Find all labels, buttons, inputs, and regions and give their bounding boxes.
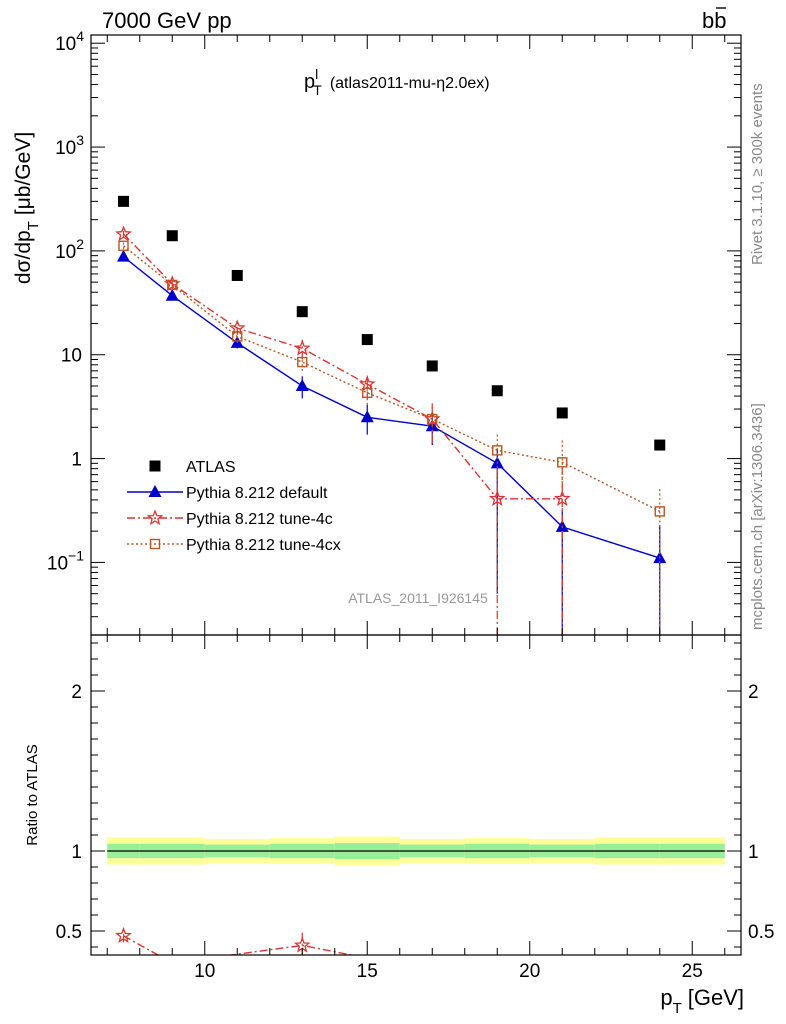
ratio-ytick-label: 2 [71, 682, 82, 703]
data-point [360, 410, 374, 423]
ratio-ytick-label: 0.5 [56, 922, 82, 943]
ratio-series-tune-4c [115, 927, 355, 955]
svg-text:bb: bb [702, 8, 727, 33]
ytick-label: 10 [61, 346, 82, 367]
data-point [557, 457, 568, 468]
mcplots-label: mcplots.cern.ch [arXiv:1306.3436] [749, 403, 766, 630]
legend-entry: ATLAS [149, 459, 236, 476]
ratio-axis-ticks [91, 635, 741, 955]
data-point [115, 225, 132, 242]
legend-entry: Pythia 8.212 tune-4c [127, 509, 333, 528]
legend-marker [149, 460, 161, 472]
data-point [115, 927, 132, 943]
legend-label: Pythia 8.212 tune-4cx [186, 537, 341, 554]
data-point [555, 519, 569, 532]
legend-marker [146, 509, 164, 526]
xtick-label: 20 [519, 961, 540, 982]
ratio-ylabel: Ratio to ATLAS [24, 744, 41, 845]
data-point [358, 375, 376, 392]
main-title: pl T (atlas2011-mu-η2.0ex) [304, 66, 490, 98]
ytick-label: 102 [55, 236, 84, 263]
ratio-ytick-label: 1 [71, 842, 82, 863]
series-pythia-8-212-tune-4cx [118, 240, 665, 635]
ratio-plot-frame [90, 634, 742, 956]
data-point [553, 489, 571, 506]
data-point [117, 249, 130, 262]
legend-marker [149, 538, 161, 550]
data-point [426, 360, 438, 372]
rivet-version-label: Rivet 3.1.10, ≥ 300k events [749, 83, 766, 265]
xlabel-subscript: T [673, 1000, 682, 1017]
ylabel-rest: [μb/GeV] [12, 132, 35, 215]
legend: ATLAS Pythia 8.212 default Pythia 8.212 tu… [127, 459, 341, 554]
ratio-plot: 0.5 0.51 12 2 10 15 20 25 Ratio to ATLAS pT [Ge… [24, 634, 774, 1017]
data-point [361, 334, 373, 346]
data-point [118, 240, 129, 251]
xtick-label: 10 [194, 961, 215, 982]
data-point [165, 288, 179, 301]
ratio-ytick-label-right: 2 [748, 682, 759, 703]
data-point [232, 331, 243, 342]
series-pythia-8-212-default [117, 249, 667, 635]
main-series-layer [115, 195, 667, 635]
ratio-uncertainty-band [107, 836, 725, 866]
data-point [654, 439, 666, 451]
xtick-label: 15 [357, 961, 378, 982]
series-line [123, 245, 661, 513]
data-point [488, 489, 506, 506]
data-point [166, 230, 178, 242]
ylabel-subscript: T [25, 221, 42, 230]
bbar-glyph: b [714, 8, 726, 33]
legend-label: Pythia 8.212 default [186, 485, 328, 502]
xlabel-rest: [GeV] [688, 985, 744, 1010]
series-line [123, 935, 355, 955]
data-point [295, 378, 309, 391]
data-point [228, 319, 246, 336]
ratio-xlabel: pT [GeV] [660, 985, 744, 1017]
main-axis-ticks [91, 35, 741, 636]
data-point [118, 195, 129, 207]
ytick-label: 1 [71, 450, 82, 471]
data-point [556, 407, 568, 419]
header-process-label: bb [702, 7, 727, 33]
title-superscript: l [315, 66, 318, 82]
data-point [231, 269, 243, 281]
series-atlas [118, 195, 666, 451]
ytick-label: 103 [55, 132, 84, 159]
series-line [122, 233, 563, 500]
legend-entry: Pythia 8.212 tune-4cx [127, 537, 341, 554]
ratio-series-layer [115, 927, 355, 955]
header-energy-label: 7000 GeV pp [102, 8, 232, 33]
data-point [293, 339, 311, 356]
svg-text:pT[GeV]: pT [GeV] [660, 985, 744, 1017]
main-ylabel: dσ/dpT[μb/GeV] [12, 132, 42, 284]
analysis-label: ATLAS_2011_I926145 [348, 590, 488, 606]
ytick-label: 104 [55, 28, 84, 55]
legend-marker [148, 485, 162, 497]
data-point [427, 413, 438, 425]
series-pythia-8-212-tune-4c [115, 225, 571, 635]
svg-text:plT(atlas2011-mu-η2.0ex): pl T (atlas2011-mu-η2.0ex) [304, 66, 490, 98]
xtick-label: 25 [682, 961, 703, 982]
ytick-label: 10−1 [47, 547, 84, 574]
legend-label: ATLAS [186, 459, 236, 476]
data-point [296, 306, 308, 318]
data-point [491, 385, 503, 397]
data-point [492, 445, 503, 456]
svg-text:dσ/dpT[μb/GeV]: dσ/dpT[μb/GeV] [12, 132, 42, 284]
ratio-ytick-label-right: 0.5 [748, 922, 774, 943]
data-point [297, 356, 308, 368]
title-subscript: T [313, 82, 322, 98]
ratio-ytick-label-right: 1 [748, 842, 759, 863]
data-point [167, 279, 178, 291]
legend-label: Pythia 8.212 tune-4c [186, 511, 333, 528]
title-rest: (atlas2011-mu-η2.0ex) [330, 75, 490, 92]
data-point [362, 387, 373, 399]
data-point [654, 506, 665, 517]
legend-entry: Pythia 8.212 default [127, 485, 328, 502]
